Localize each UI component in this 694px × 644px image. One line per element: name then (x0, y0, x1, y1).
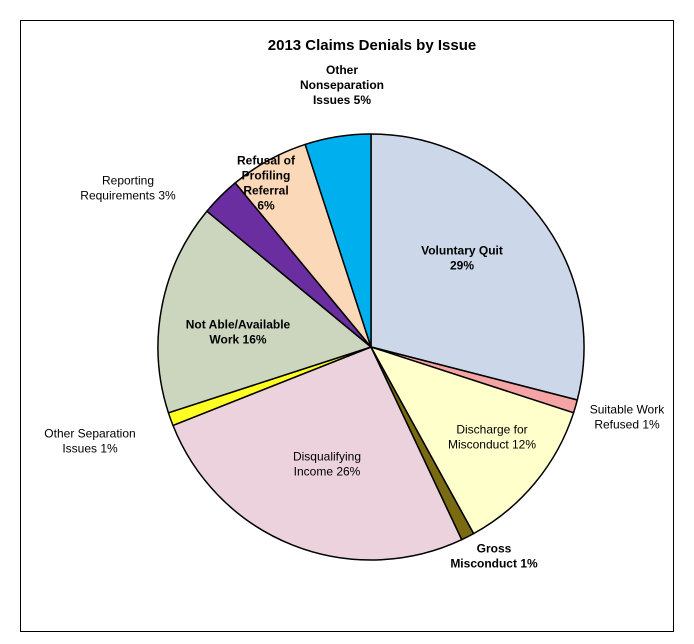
pie-slice (172, 346, 463, 561)
pie-slice (370, 133, 585, 401)
pie-slice (370, 346, 575, 535)
slice-label: Suitable Work Refused 1% (590, 403, 665, 432)
pie-slice (304, 133, 372, 348)
slice-label: Reporting Requirements 3% (80, 174, 176, 203)
slice-label: Refusal of Profiling Referral 6% (237, 154, 296, 213)
slice-label: Discharge for Misconduct 12% (448, 423, 536, 452)
slice-label: Other Separation Issues 1% (44, 427, 135, 456)
slice-label: Disqualifying Income 26% (293, 450, 361, 479)
slice-label: Other Nonseparation Issues 5% (300, 63, 384, 107)
slice-label: Not Able/Available Work 16% (186, 318, 291, 347)
slice-label: Voluntary Quit 29% (421, 244, 503, 273)
chart-title: 2013 Claims Denials by Issue (268, 37, 476, 54)
slice-label: Gross Misconduct 1% (450, 542, 538, 571)
pie-slice (157, 210, 372, 414)
